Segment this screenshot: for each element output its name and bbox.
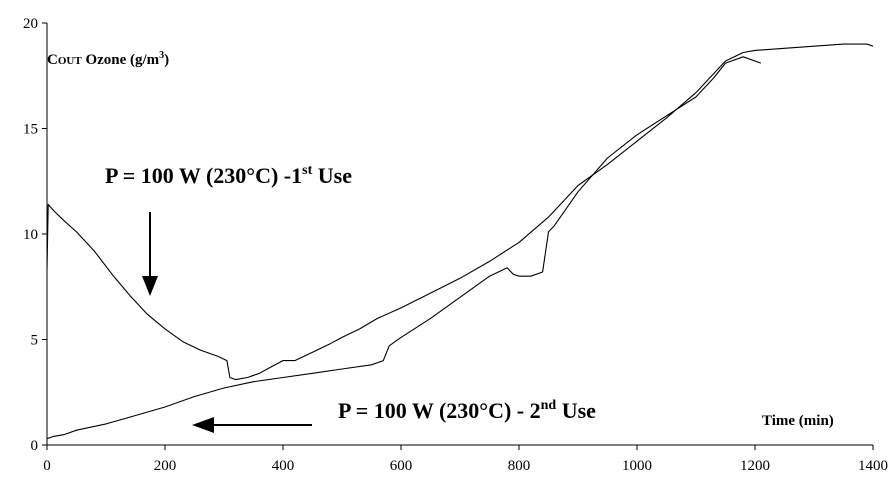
x-axis-title: Time (min) (762, 413, 834, 429)
y-axis-title-prefix: C (47, 52, 58, 68)
series-line-1 (46, 43, 874, 381)
y-tick-label: 20 (23, 16, 38, 32)
x-tick-label: 1200 (740, 458, 770, 474)
annotation-first-use: P = 100 W (230°C) -1st Use (105, 163, 352, 188)
y-axis-title-suffix: ) (164, 52, 169, 68)
series-line-2 (46, 56, 762, 440)
y-axis-title-subscript: OUT (58, 55, 83, 67)
annotation-second-use-superscript: nd (541, 398, 557, 413)
arrow-left-second-use (192, 417, 312, 433)
annotation-second-use: P = 100 W (230°C) - 2nd Use (338, 398, 596, 423)
annotation-first-use-suffix: Use (312, 163, 352, 188)
arrow-down-first-use (142, 212, 158, 296)
annotation-second-use-main: P = 100 W (230°C) - 2 (338, 398, 541, 423)
x-tick-label: 200 (154, 458, 177, 474)
y-axis-title: COUT Ozone (g/m3) (47, 50, 169, 68)
labels: COUT Ozone (g/m3) Time (min) P = 100 W (… (47, 50, 834, 433)
y-tick-label: 10 (23, 227, 38, 243)
y-tick-label: 5 (31, 333, 39, 349)
x-tick-label: 1400 (858, 458, 888, 474)
series-group (46, 43, 874, 440)
x-tick-label: 800 (508, 458, 531, 474)
y-axis-title-main: Ozone (g/m (82, 52, 160, 68)
y-axis-title-superscript: 3 (159, 50, 164, 61)
annotation-second-use-suffix: Use (556, 398, 596, 423)
x-tick-label: 0 (43, 458, 51, 474)
x-tick-label: 1000 (622, 458, 652, 474)
annotation-first-use-superscript: st (302, 163, 312, 178)
x-tick-label: 400 (272, 458, 295, 474)
y-tick-label: 0 (31, 438, 39, 454)
annotation-first-use-main: P = 100 W (230°C) -1 (105, 163, 302, 188)
x-tick-label: 600 (390, 458, 413, 474)
y-tick-label: 15 (23, 122, 38, 138)
